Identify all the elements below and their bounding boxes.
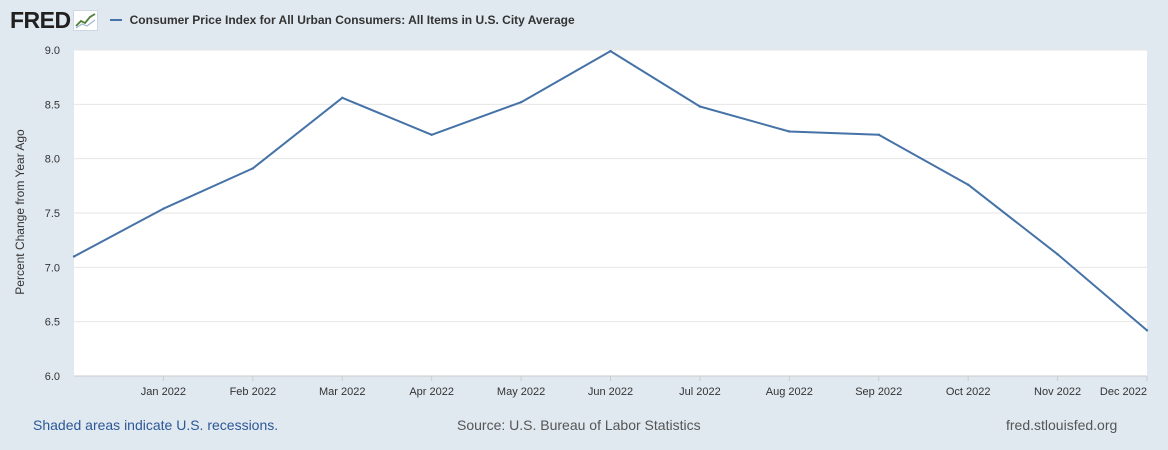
- data-point: [1056, 253, 1059, 256]
- data-point: [519, 100, 523, 104]
- source-text: Source: U.S. Bureau of Labor Statistics: [457, 417, 701, 433]
- x-tick-label: Dec 2022: [1100, 386, 1147, 398]
- x-tick-label: Sep 2022: [855, 386, 902, 398]
- x-tick-label: Aug 2022: [766, 386, 813, 398]
- chart-trend-icon: [72, 9, 98, 31]
- data-point: [698, 105, 702, 108]
- data-point: [162, 207, 165, 210]
- y-tick-label: 7.0: [45, 262, 60, 274]
- y-tick-label: 8.0: [45, 154, 60, 166]
- x-tick-label: May 2022: [497, 386, 545, 398]
- fred-logo[interactable]: FRED: [10, 7, 98, 34]
- data-point: [251, 167, 255, 170]
- x-tick-label: Nov 2022: [1034, 386, 1081, 398]
- site-link[interactable]: fred.stlouisfed.org: [1006, 417, 1118, 433]
- x-tick-label: Jun 2022: [588, 386, 633, 398]
- y-tick-label: 6.0: [45, 371, 60, 383]
- data-point: [72, 255, 76, 258]
- y-tick-label: 8.5: [45, 99, 60, 111]
- x-tick-label: Jan 2022: [141, 386, 186, 398]
- data-point: [788, 130, 791, 133]
- chart-header: FRED Consumer Price Index for All Urban …: [10, 6, 575, 34]
- data-point: [966, 183, 970, 186]
- data-point: [877, 133, 880, 136]
- x-tick-label: Mar 2022: [319, 386, 365, 398]
- legend-label: Consumer Price Index for All Urban Consu…: [129, 13, 575, 27]
- y-tick-label: 7.5: [45, 208, 60, 220]
- data-point: [609, 49, 612, 53]
- fred-logo-text: FRED: [10, 6, 71, 33]
- x-tick-label: Oct 2022: [946, 386, 991, 398]
- recessions-note-link[interactable]: Shaded areas indicate U.S. recessions.: [33, 417, 279, 433]
- y-tick-label: 6.5: [45, 317, 60, 329]
- x-tick-label: Feb 2022: [230, 386, 276, 398]
- x-tick-label: Jul 2022: [679, 386, 721, 398]
- x-tick-label: Apr 2022: [409, 386, 454, 398]
- legend-swatch: [109, 19, 122, 21]
- y-tick-label: 9.0: [45, 45, 60, 57]
- data-point: [430, 133, 433, 136]
- data-point: [341, 96, 344, 100]
- chart-legend: Consumer Price Index for All Urban Consu…: [109, 13, 575, 27]
- data-point: [1145, 329, 1149, 332]
